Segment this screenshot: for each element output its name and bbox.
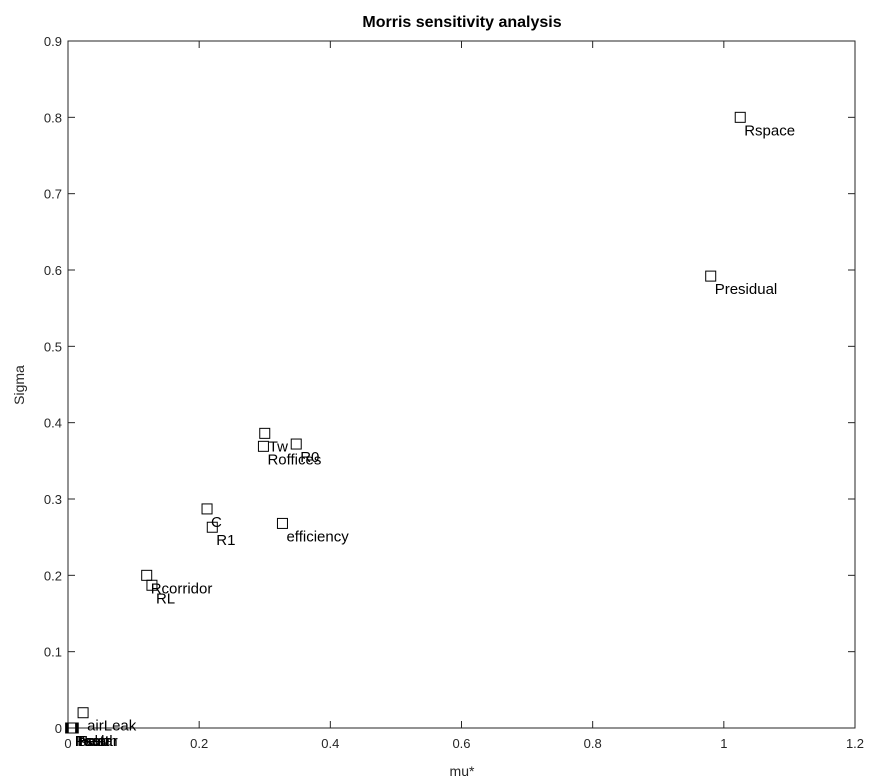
data-point-label: R0: [300, 449, 319, 466]
y-axis-label: Sigma: [11, 365, 27, 405]
y-tick-label: 0.9: [44, 34, 62, 49]
data-point-marker: [734, 111, 746, 123]
data-point-marker: [705, 270, 717, 282]
plot-background: [67, 40, 856, 729]
x-tick-label: 0.4: [321, 736, 339, 751]
y-tick-label: 0.7: [44, 187, 62, 202]
data-point-label: R1: [216, 532, 235, 549]
x-tick-label: 0.2: [190, 736, 208, 751]
y-tick-label: 0: [55, 721, 62, 736]
data-point-label: efficiency: [286, 528, 349, 545]
y-tick-label: 0.4: [44, 416, 62, 431]
x-tick-label: 1: [720, 736, 727, 751]
data-point-marker: [77, 707, 89, 719]
data-point-label: Isolar: [75, 733, 112, 750]
y-tick-label: 0.6: [44, 263, 62, 278]
data-point-marker: [206, 521, 218, 533]
data-point-marker: [276, 517, 288, 529]
data-point-label: Tearth: [76, 733, 118, 750]
data-point-label: Psolar: [75, 733, 118, 750]
data-point-marker: [201, 503, 213, 515]
x-tick-label: 0.6: [452, 736, 470, 751]
data-point-label: Tset: [77, 733, 105, 750]
data-point-marker: [290, 438, 302, 450]
data-point-marker: [257, 440, 269, 452]
data-point-marker: [259, 427, 271, 439]
data-point-label: Heat: [77, 733, 110, 750]
data-point-label: Tw: [269, 438, 288, 455]
data-point-label: RL: [156, 590, 175, 607]
chart-title: Morris sensitivity analysis: [362, 14, 561, 31]
axis-tick-labels: 0 0.2 0.4 0.6 0.8 1 1.2 0 0.1 0.2 0.3 0.4 0.5 0.6 0.7 0…: [44, 34, 864, 751]
data-point-label: airLeak: [87, 718, 137, 735]
data-markers: [65, 111, 746, 734]
data-point-label: C: [211, 514, 222, 531]
x-tick-label: 0: [64, 736, 71, 751]
data-point-marker: [67, 722, 79, 734]
data-point-label: Presidual: [715, 281, 778, 298]
plot-area: [67, 40, 856, 729]
data-point-marker: [146, 579, 158, 591]
y-tick-label: 0.3: [44, 492, 62, 507]
y-tick-label: 0.2: [44, 568, 62, 583]
axis-ticks: [67, 40, 856, 729]
x-tick-label: 0.8: [584, 736, 602, 751]
y-tick-label: 0.8: [44, 110, 62, 125]
x-tick-label: 1.2: [846, 736, 864, 751]
y-tick-label: 0.1: [44, 645, 62, 660]
data-point-label: Roffices: [267, 451, 321, 468]
data-point-label: Rcorridor: [151, 580, 213, 597]
data-point-label: Rspace: [744, 122, 795, 139]
y-tick-label: 0.5: [44, 339, 62, 354]
x-axis-label: mu*: [450, 763, 475, 779]
